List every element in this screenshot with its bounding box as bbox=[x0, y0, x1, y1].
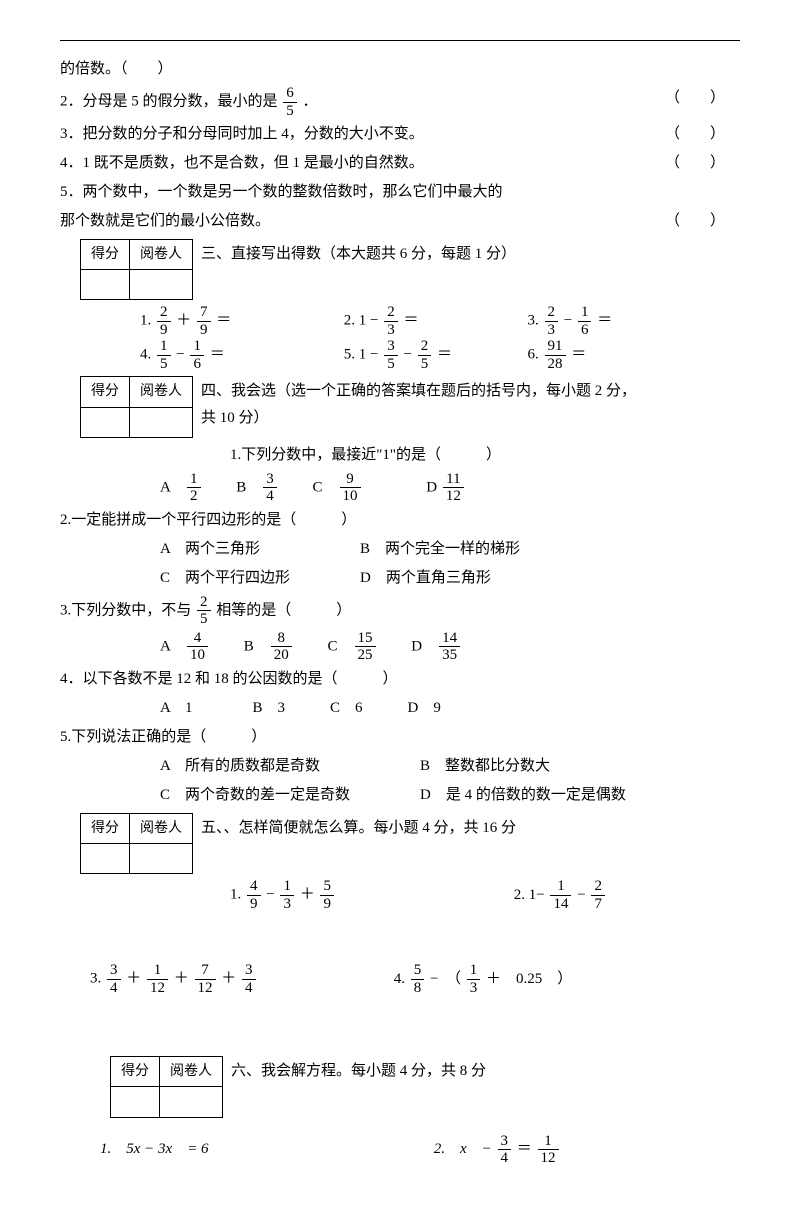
score-box-6: 得分阅卷人 bbox=[110, 1056, 223, 1117]
text: 2．分母是 5 的假分数，最小的是 bbox=[60, 93, 278, 109]
judge-q5a: 5．两个数中，一个数是另一个数的整数倍数时，那么它们中最大的 bbox=[60, 179, 740, 206]
score-h2: 阅卷人 bbox=[130, 377, 193, 407]
s6-e1: 1. 5x − 3x = 6 bbox=[100, 1136, 430, 1163]
s4-q1-opts: A 12 B 34 C 910 D 1112 bbox=[160, 471, 740, 505]
score-blank[interactable] bbox=[81, 843, 130, 873]
section5-title: 五、、怎样简便就怎么算。每小题 4 分，共 16 分 bbox=[201, 813, 516, 842]
score-blank[interactable] bbox=[81, 407, 130, 437]
paren[interactable]: （ ） bbox=[665, 208, 725, 235]
score-h1: 得分 bbox=[81, 813, 130, 843]
s4-q3: 3.下列分数中，不与 25 相等的是（ ） bbox=[60, 594, 740, 628]
s4-q2: 2.一定能拼成一个平行四边形的是（ ） bbox=[60, 507, 740, 534]
grader-blank[interactable] bbox=[130, 270, 193, 300]
s4-q5-opts1: A 所有的质数都是奇数B 整数都比分数大 bbox=[160, 753, 740, 780]
paren[interactable]: （ ） bbox=[665, 150, 725, 177]
grader-blank[interactable] bbox=[130, 407, 193, 437]
grader-blank[interactable] bbox=[160, 1087, 223, 1117]
grader-blank[interactable] bbox=[130, 843, 193, 873]
top-rule bbox=[60, 40, 740, 41]
score-h1: 得分 bbox=[111, 1057, 160, 1087]
score-box-4: 得分阅卷人 bbox=[80, 376, 193, 437]
text: 3．把分数的分子和分母同时加上 4，分数的大小不变。 bbox=[60, 126, 424, 142]
s4-q5-opts2: C 两个奇数的差一定是奇数D 是 4 的倍数的数一定是偶数 bbox=[160, 782, 740, 809]
s4-q4: 4．以下各数不是 12 和 18 的公因数的是（ ） bbox=[60, 666, 740, 693]
s4-q3-opts: A 410 B 820 C 1525 D 1435 bbox=[160, 630, 740, 664]
calc-row-1: 1. 29 ＋ 79 ＝ 2. 1 − 23 ＝ 3. 23 − 16 ＝ bbox=[140, 304, 740, 338]
frac-6-5: 65 bbox=[283, 85, 297, 119]
s4-q2-opts1: A 两个三角形B 两个完全一样的梯形 bbox=[160, 536, 740, 563]
s6-row: 1. 5x − 3x = 6 2. x − 34 ＝ 112 bbox=[100, 1133, 740, 1167]
paren[interactable]: （ ） bbox=[665, 121, 725, 148]
score-h1: 得分 bbox=[81, 240, 130, 270]
section6-header: 得分阅卷人 六、我会解方程。每小题 4 分，共 8 分 bbox=[110, 1056, 740, 1117]
judge-q5b: 那个数就是它们的最小公倍数。 （ ） bbox=[60, 208, 740, 235]
s4-q5: 5.下列说法正确的是（ ） bbox=[60, 724, 740, 751]
s5-row1: 1. 49 − 13 ＋ 59 2. 1− 114 − 27 bbox=[230, 878, 740, 912]
judge-q1-tail: 的倍数。（ ） bbox=[60, 56, 740, 83]
t1: 四、我会选（选一个正确的答案填在题后的括号内，每小题 2 分， bbox=[201, 378, 636, 405]
section4-title: 四、我会选（选一个正确的答案填在题后的括号内，每小题 2 分， 共 10 分） bbox=[201, 376, 636, 432]
score-blank[interactable] bbox=[81, 270, 130, 300]
judge-q3: 3．把分数的分子和分母同时加上 4，分数的大小不变。 （ ） bbox=[60, 121, 740, 148]
score-h2: 阅卷人 bbox=[130, 813, 193, 843]
period: ． bbox=[303, 93, 318, 109]
text: 4．1 既不是质数，也不是合数，但 1 是最小的自然数。 bbox=[60, 155, 424, 171]
section6-title: 六、我会解方程。每小题 4 分，共 8 分 bbox=[231, 1056, 486, 1085]
score-h2: 阅卷人 bbox=[160, 1057, 223, 1087]
s5-row2: 3. 34 ＋ 112 ＋ 712 ＋ 34 4. 58 − （ 13 ＋ 0.… bbox=[120, 962, 740, 996]
section3-header: 得分阅卷人 三、直接写出得数（本大题共 6 分，每题 1 分） bbox=[80, 239, 740, 300]
paren[interactable]: （ ） bbox=[665, 85, 725, 112]
judge-q4: 4．1 既不是质数，也不是合数，但 1 是最小的自然数。 （ ） bbox=[60, 150, 740, 177]
s4-q1: 1.下列分数中，最接近"1"的是（ ） bbox=[230, 442, 740, 469]
score-h1: 得分 bbox=[81, 377, 130, 407]
s4-q2-opts2: C 两个平行四边形D 两个直角三角形 bbox=[160, 565, 740, 592]
score-box-3: 得分阅卷人 bbox=[80, 239, 193, 300]
t2: 共 10 分） bbox=[201, 405, 636, 432]
text: 那个数就是它们的最小公倍数。 bbox=[60, 213, 270, 229]
section5-header: 得分阅卷人 五、、怎样简便就怎么算。每小题 4 分，共 16 分 bbox=[80, 813, 740, 874]
calc-row-2: 4. 15 − 16 ＝ 5. 1 − 35 − 25 ＝ 6. 9128 ＝ bbox=[140, 338, 740, 372]
section3-title: 三、直接写出得数（本大题共 6 分，每题 1 分） bbox=[201, 239, 516, 268]
s6-e2: 2. x − 34 ＝ 112 bbox=[434, 1141, 561, 1157]
score-blank[interactable] bbox=[111, 1087, 160, 1117]
section4-header: 得分阅卷人 四、我会选（选一个正确的答案填在题后的括号内，每小题 2 分， 共 … bbox=[80, 376, 740, 437]
judge-q2: 2．分母是 5 的假分数，最小的是 65 ． （ ） bbox=[60, 85, 740, 119]
s4-q4-opts: A 1 B 3 C 6 D 9 bbox=[160, 695, 740, 722]
score-box-5: 得分阅卷人 bbox=[80, 813, 193, 874]
score-h2: 阅卷人 bbox=[130, 240, 193, 270]
